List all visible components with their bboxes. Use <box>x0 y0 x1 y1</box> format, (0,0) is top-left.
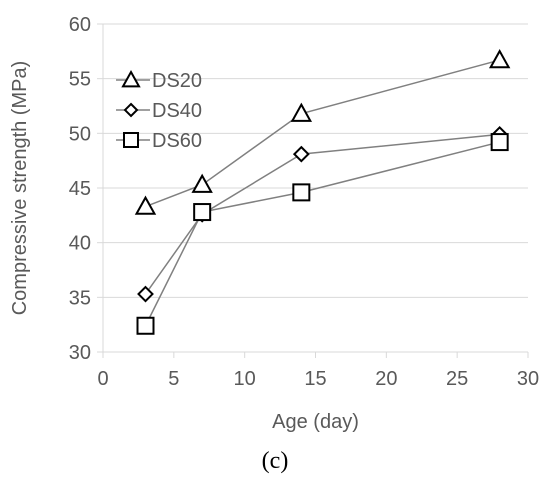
axes <box>97 23 529 358</box>
legend: DS20 DS40 DS60 <box>116 69 202 152</box>
series-line-ds20 <box>145 59 500 208</box>
marker-ds60 <box>136 316 155 335</box>
x-tick-label: 25 <box>446 368 468 390</box>
figure-caption: (c) <box>261 448 289 474</box>
legend-marker-ds40 <box>123 102 139 118</box>
x-tick-labels: 0 5 10 15 20 25 30 <box>97 368 539 390</box>
y-tick-label: 55 <box>69 69 91 91</box>
marker-ds20 <box>290 102 313 122</box>
legend-label-ds20: DS20 <box>152 70 202 92</box>
x-axis-label: Age (day) <box>272 411 359 433</box>
y-tick-label: 50 <box>69 123 91 145</box>
marker-ds60 <box>490 133 509 152</box>
marker-ds40 <box>137 285 154 303</box>
marker-ds60 <box>193 203 212 222</box>
legend-label-ds60: DS60 <box>152 130 202 152</box>
y-tick-label: 60 <box>69 14 91 36</box>
legend-marker-ds60 <box>123 132 139 148</box>
x-tick-label: 0 <box>97 368 108 390</box>
series-line-ds60 <box>144 141 500 327</box>
x-tick-label: 5 <box>168 368 179 390</box>
gridlines <box>103 23 528 298</box>
chart: 0 5 10 15 20 25 30 30 35 40 45 50 55 60 DS20 DS40 DS60… <box>9 14 539 433</box>
x-tick-label: 15 <box>304 368 326 390</box>
y-tick-label: 45 <box>69 178 91 200</box>
marker-ds20 <box>191 173 213 193</box>
legend-marker-ds20 <box>121 69 141 88</box>
marker-ds20 <box>134 195 157 215</box>
series-markers <box>134 49 511 335</box>
marker-ds40 <box>292 145 310 163</box>
legend-label-ds40: DS40 <box>152 100 202 122</box>
series-lines <box>144 59 500 327</box>
x-tick-label: 30 <box>517 368 539 390</box>
y-tick-labels: 30 35 40 45 50 55 60 <box>69 14 91 364</box>
y-tick-label: 40 <box>69 233 91 255</box>
y-axis-label: Compressive strength (MPa) <box>9 61 31 316</box>
marker-ds20 <box>488 49 511 69</box>
y-tick-label: 30 <box>69 342 91 364</box>
marker-ds60 <box>292 183 311 202</box>
y-tick-label: 35 <box>69 287 91 309</box>
x-tick-label: 20 <box>375 368 397 390</box>
x-tick-label: 10 <box>234 368 256 390</box>
series-line-ds40 <box>144 133 500 295</box>
